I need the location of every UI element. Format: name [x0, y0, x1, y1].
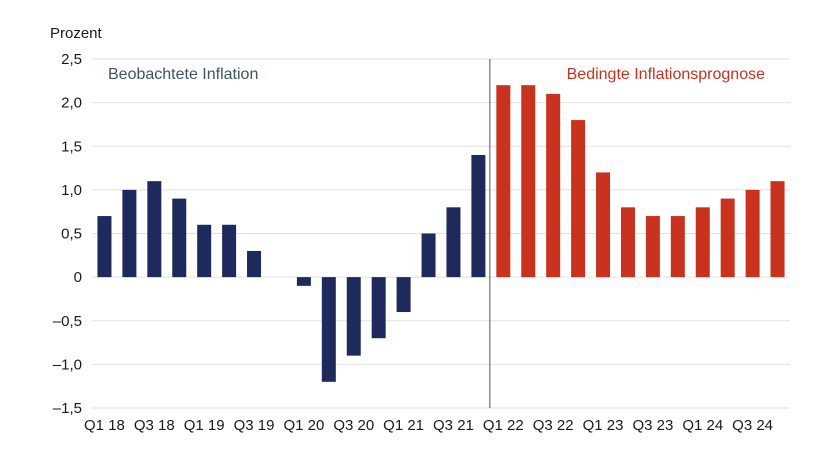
forecast-bar-q4-24: [770, 181, 785, 278]
observed-bar-q4-21: [471, 154, 486, 278]
observed-annotation: Beobachtete Inflation: [108, 66, 258, 83]
y-axis-label: Prozent: [50, 25, 103, 42]
observed-bar-q4-18: [172, 198, 187, 278]
x-tick-label: Q3 24: [732, 417, 773, 434]
forecast-bar-q2-23: [620, 207, 635, 278]
x-tick-label: Q3 19: [234, 417, 275, 434]
x-tick-labels: Q1 18 Q3 18 Q1 19 Q3 19 Q1 20 Q3 20 Q1 21 Q3 21…: [84, 417, 773, 434]
x-tick-label: Q3 22: [533, 417, 574, 434]
observed-bar-q2-21: [421, 233, 436, 278]
x-tick-label: Q1 19: [184, 417, 225, 434]
x-tick-label: Q3 21: [433, 417, 474, 434]
observed-bar-q3-18: [147, 181, 162, 278]
y-tick-label: 0,5: [61, 226, 82, 243]
observed-bar-q3-20: [346, 277, 361, 356]
forecast-bar-q3-24: [745, 189, 760, 278]
y-tick-label: –1,5: [53, 400, 82, 417]
y-tick-label: 1,5: [61, 138, 82, 155]
y-tick-label: 2,0: [61, 95, 82, 112]
forecast-bar-q4-22: [571, 120, 586, 278]
x-tick-label: Q1 21: [383, 417, 424, 434]
x-tick-label: Q3 18: [134, 417, 175, 434]
forecast-bar-q3-23: [645, 216, 660, 278]
y-tick-label: 0: [74, 269, 82, 286]
observed-bar-q1-18: [97, 216, 112, 278]
observed-bar-q2-19: [222, 224, 237, 278]
observed-bar-q3-21: [446, 207, 461, 278]
x-tick-label: Q1 22: [483, 417, 524, 434]
y-tick-label: –0,5: [53, 313, 82, 330]
observed-bar-q1-21: [396, 277, 411, 313]
forecast-bar-q2-24: [720, 198, 735, 278]
gridlines: [92, 58, 790, 409]
y-tick-label: 1,0: [61, 182, 82, 199]
forecast-bar-q1-23: [596, 172, 611, 278]
forecast-bar-q1-24: [695, 207, 710, 278]
observed-bar-q3-19: [247, 250, 262, 278]
y-tick-label: –1,0: [53, 356, 82, 373]
forecast-bar-q1-22: [496, 85, 511, 278]
observed-bar-q2-20: [321, 277, 336, 382]
x-tick-label: Q1 18: [84, 417, 125, 434]
forecast-annotation: Bedingte Inflationsprognose: [567, 66, 765, 83]
x-tick-label: Q1 24: [682, 417, 723, 434]
x-tick-label: Q1 23: [583, 417, 624, 434]
y-tick-label: 2,5: [61, 51, 82, 68]
observed-bar-q2-18: [122, 189, 137, 278]
forecast-bar-q2-22: [521, 85, 536, 278]
x-tick-label: Q3 23: [632, 417, 673, 434]
observed-bar-q1-19: [197, 224, 212, 278]
forecast-bar-q4-23: [670, 216, 685, 278]
x-tick-label: Q3 20: [333, 417, 374, 434]
y-tick-labels: 2,5 2,0 1,5 1,0 0,5 0 –0,5 –1,0 –1,5: [53, 51, 82, 417]
forecast-bar-q3-22: [546, 93, 561, 278]
bars: [97, 85, 785, 382]
observed-bar-q4-20: [371, 277, 386, 339]
x-tick-label: Q1 20: [283, 417, 324, 434]
observed-bar-q1-20: [296, 277, 311, 286]
